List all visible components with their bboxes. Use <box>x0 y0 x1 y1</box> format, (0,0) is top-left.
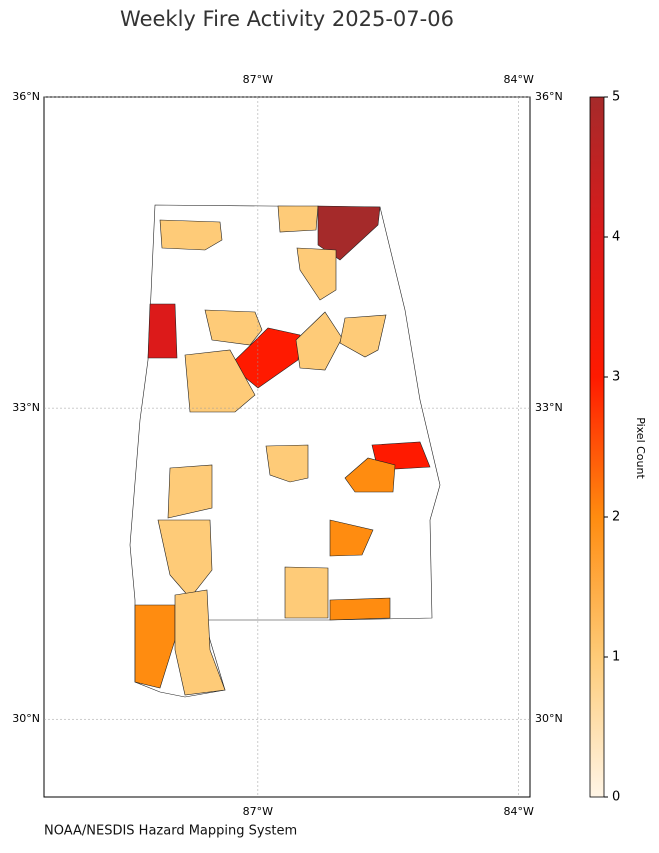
county-fill <box>174 589 226 696</box>
colorbar-tick-label: 3 <box>612 370 620 385</box>
county-fill <box>295 311 343 371</box>
colorbar-tick-label: 5 <box>612 90 620 105</box>
county-fill <box>344 457 396 493</box>
colorbar-tick-label: 0 <box>612 790 620 805</box>
lon-label: 87°W <box>243 805 273 818</box>
colorbar-label: Pixel Count <box>634 417 647 479</box>
county-fill <box>339 314 387 358</box>
colorbar <box>589 96 605 798</box>
lon-label: 87°W <box>243 73 273 86</box>
county-fill <box>204 309 263 346</box>
map-title: Weekly Fire Activity 2025-07-06 <box>120 7 454 31</box>
county-fill <box>134 604 176 689</box>
county-fill <box>317 205 381 261</box>
lat-label: 30°N <box>535 712 563 725</box>
lat-label: 33°N <box>535 401 563 414</box>
lat-label: 30°N <box>12 712 40 725</box>
colorbar-tick-label: 2 <box>612 510 620 525</box>
lon-label: 84°W <box>504 805 534 818</box>
county-fill <box>184 349 256 413</box>
county-fill <box>296 247 337 301</box>
lat-label: 33°N <box>12 401 40 414</box>
lat-label: 36°N <box>12 90 40 103</box>
county-fill <box>167 464 213 519</box>
county-fill <box>284 566 329 619</box>
county-fill <box>157 519 213 599</box>
county-fill <box>329 597 391 621</box>
county-fill <box>329 519 374 557</box>
county-fill <box>265 444 309 483</box>
colorbar-tick-label: 1 <box>612 650 620 665</box>
caption: NOAA/NESDIS Hazard Mapping System <box>44 824 297 839</box>
county-fill <box>277 205 319 233</box>
county-fill <box>159 219 223 251</box>
lon-label: 84°W <box>504 73 534 86</box>
lat-label: 36°N <box>535 90 563 103</box>
county-fill <box>147 303 178 359</box>
colorbar-tick-label: 4 <box>612 230 620 245</box>
